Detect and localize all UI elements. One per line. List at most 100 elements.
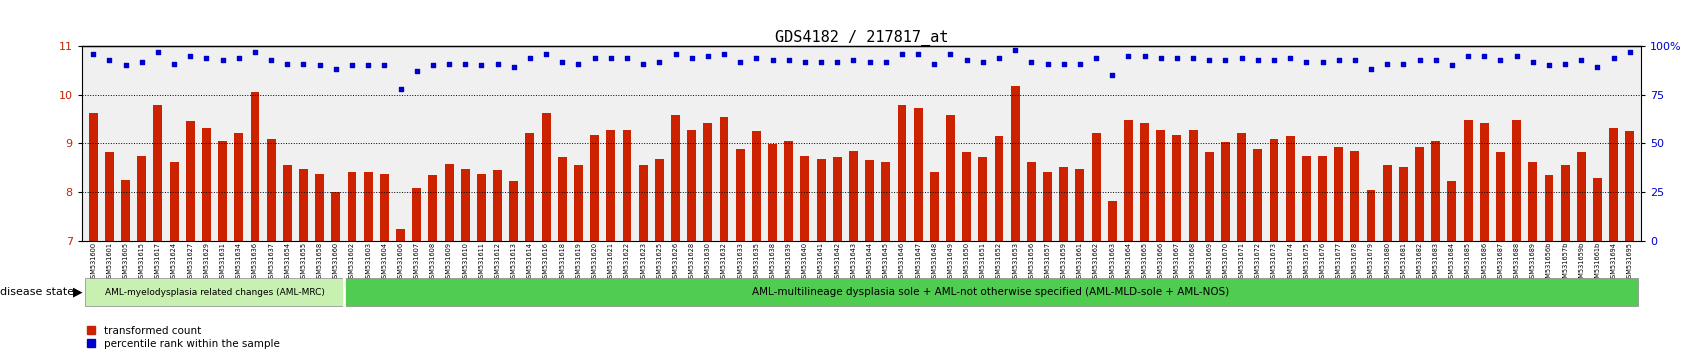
Bar bbox=[1253, 149, 1262, 241]
Bar bbox=[251, 92, 259, 241]
Point bbox=[160, 61, 188, 67]
Bar bbox=[477, 173, 486, 241]
Bar bbox=[1575, 152, 1586, 241]
Point bbox=[322, 67, 350, 72]
Point bbox=[856, 59, 883, 64]
Point bbox=[1178, 55, 1205, 61]
Text: disease state: disease state bbox=[0, 287, 78, 297]
Bar bbox=[525, 133, 534, 241]
Text: AML-myelodysplasia related changes (AML-MRC): AML-myelodysplasia related changes (AML-… bbox=[104, 287, 324, 297]
Bar bbox=[460, 169, 469, 241]
Point bbox=[290, 61, 317, 67]
Point bbox=[484, 61, 512, 67]
Bar bbox=[881, 162, 890, 241]
Point bbox=[564, 61, 592, 67]
Bar bbox=[1286, 136, 1294, 241]
Bar bbox=[1139, 123, 1149, 241]
Point bbox=[1033, 61, 1061, 67]
Bar bbox=[106, 152, 114, 241]
Point bbox=[402, 68, 430, 74]
Point bbox=[500, 64, 527, 70]
Point bbox=[225, 55, 252, 61]
Bar bbox=[817, 159, 825, 241]
Bar bbox=[413, 188, 421, 241]
Point bbox=[597, 55, 624, 61]
Point bbox=[1517, 59, 1545, 64]
Point bbox=[113, 63, 140, 68]
Point bbox=[257, 57, 285, 62]
Point bbox=[1130, 53, 1158, 58]
Bar bbox=[1592, 178, 1601, 241]
Bar bbox=[638, 165, 648, 241]
Point bbox=[629, 61, 656, 67]
Point bbox=[532, 51, 559, 57]
Point bbox=[709, 51, 737, 57]
Point bbox=[581, 55, 609, 61]
Bar bbox=[800, 155, 808, 241]
Bar bbox=[590, 135, 598, 241]
Bar bbox=[1608, 128, 1616, 241]
Point bbox=[936, 51, 963, 57]
Point bbox=[1615, 49, 1642, 55]
Point bbox=[1390, 61, 1417, 67]
Bar bbox=[266, 139, 276, 241]
Bar bbox=[1026, 162, 1035, 241]
Point bbox=[1550, 61, 1577, 67]
Point bbox=[871, 59, 899, 64]
Bar bbox=[897, 105, 905, 241]
Bar bbox=[605, 130, 616, 241]
Bar bbox=[1463, 120, 1471, 241]
Bar bbox=[363, 172, 372, 241]
Point bbox=[1195, 57, 1222, 62]
Point bbox=[677, 55, 704, 61]
Bar bbox=[380, 173, 389, 241]
Point bbox=[759, 57, 786, 62]
Bar bbox=[1625, 131, 1633, 241]
Bar bbox=[218, 141, 227, 241]
Bar bbox=[1383, 165, 1391, 241]
Bar bbox=[1221, 142, 1229, 241]
Point bbox=[517, 55, 544, 61]
Point bbox=[145, 49, 172, 55]
Bar bbox=[946, 115, 955, 241]
Bar bbox=[89, 113, 97, 241]
Point bbox=[435, 61, 462, 67]
Bar bbox=[186, 121, 194, 241]
Bar bbox=[1009, 86, 1020, 241]
Bar bbox=[85, 278, 344, 306]
Bar bbox=[994, 136, 1003, 241]
Point bbox=[1534, 63, 1562, 68]
Bar bbox=[1107, 201, 1117, 241]
Point bbox=[1243, 57, 1270, 62]
Point bbox=[694, 53, 721, 58]
Point bbox=[1422, 57, 1449, 62]
Bar bbox=[1543, 175, 1553, 241]
Bar bbox=[1042, 172, 1052, 241]
Bar bbox=[864, 160, 873, 241]
Bar bbox=[1236, 133, 1245, 241]
Bar bbox=[573, 165, 583, 241]
Point bbox=[1325, 57, 1352, 62]
Point bbox=[1437, 63, 1465, 68]
Bar bbox=[1156, 130, 1165, 241]
Point bbox=[1018, 59, 1045, 64]
Point bbox=[1567, 57, 1594, 62]
Point bbox=[177, 53, 205, 58]
Bar bbox=[720, 116, 728, 241]
Point bbox=[1211, 57, 1238, 62]
Bar bbox=[752, 131, 760, 241]
Legend: transformed count, percentile rank within the sample: transformed count, percentile rank withi… bbox=[87, 326, 280, 349]
Bar bbox=[283, 165, 292, 241]
Point bbox=[1599, 55, 1627, 61]
Bar bbox=[1398, 167, 1407, 241]
Bar bbox=[962, 152, 970, 241]
Point bbox=[452, 61, 479, 67]
Point bbox=[1001, 47, 1028, 53]
Bar bbox=[315, 173, 324, 241]
Bar bbox=[979, 157, 987, 241]
Point bbox=[467, 63, 494, 68]
Point bbox=[240, 49, 268, 55]
Bar bbox=[493, 170, 501, 241]
Bar bbox=[1091, 133, 1100, 241]
Point bbox=[726, 59, 754, 64]
